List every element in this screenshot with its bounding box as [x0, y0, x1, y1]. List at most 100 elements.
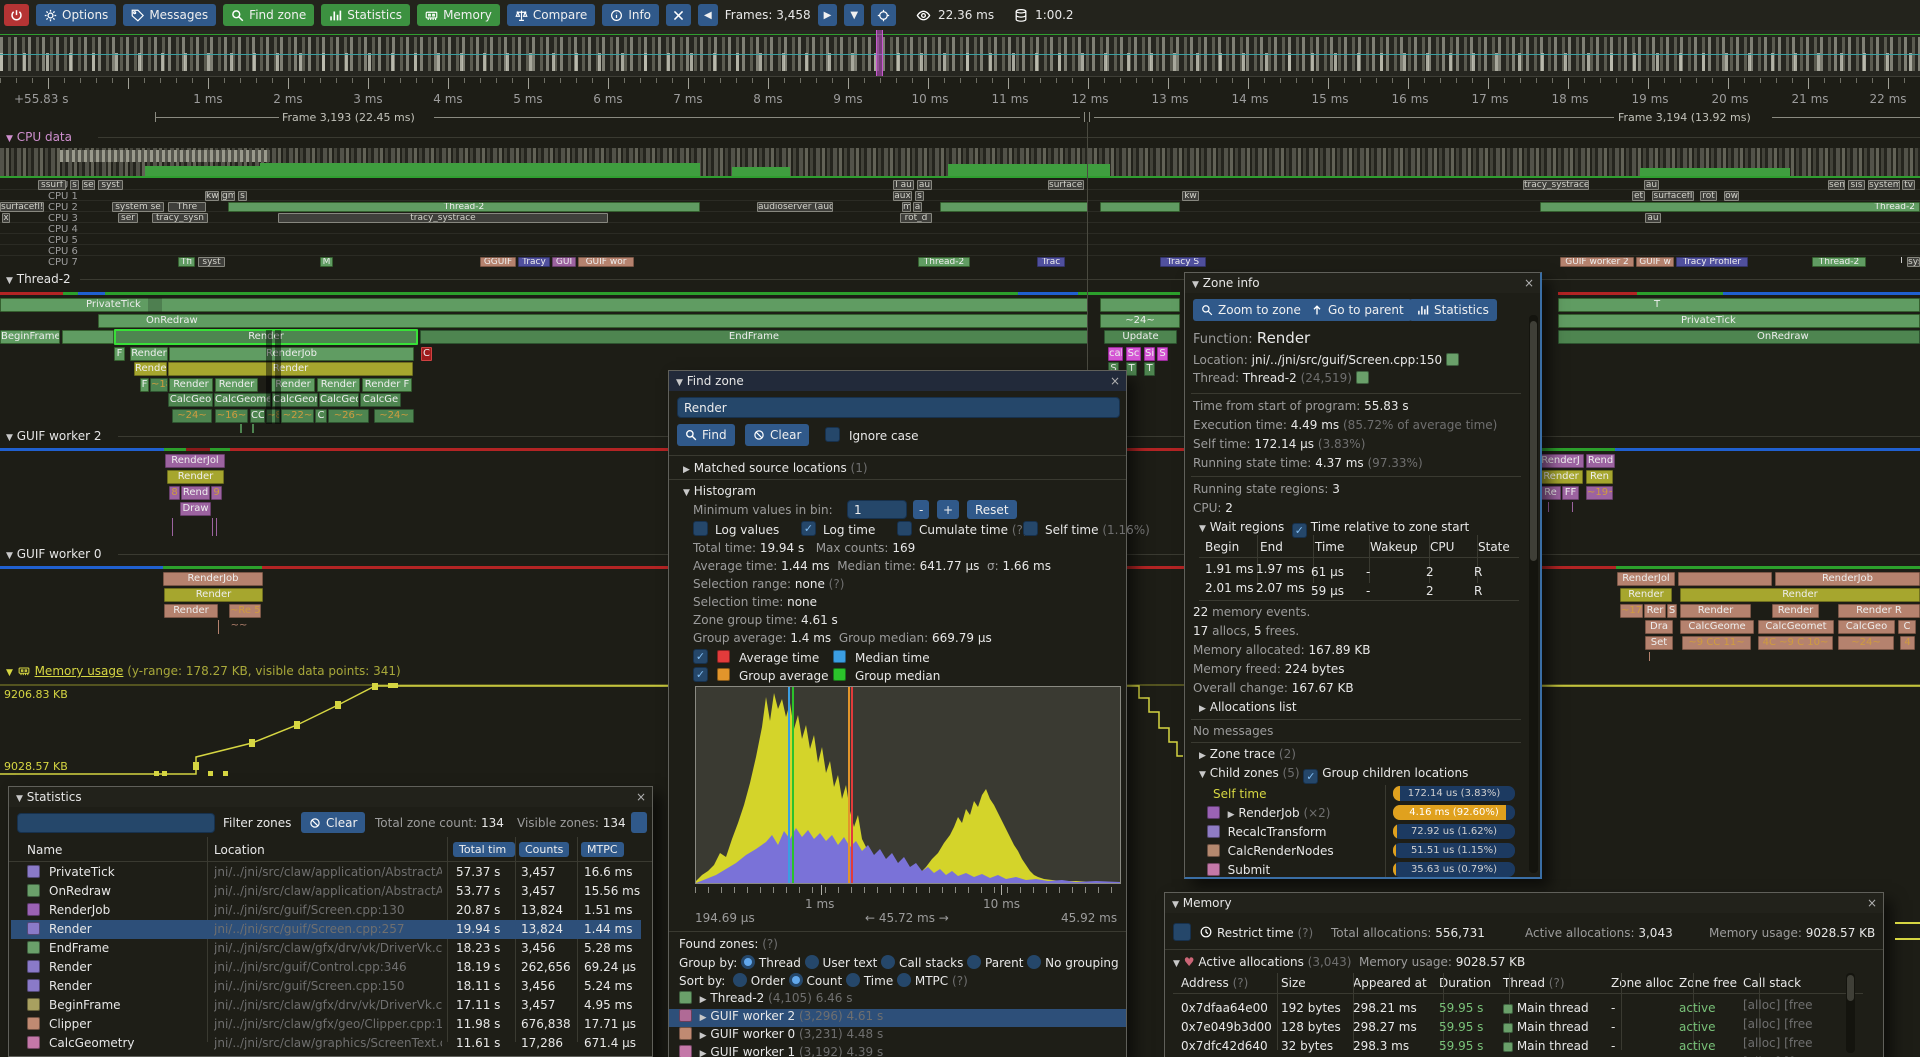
- cpu-zone[interactable]: sis: [1848, 180, 1865, 190]
- zone-magenta[interactable]: call: [1108, 347, 1123, 361]
- cpu-zone[interactable]: x: [2, 213, 10, 223]
- cpu-zone[interactable]: kw: [1182, 191, 1199, 201]
- zone-info-scrollbar[interactable]: [1529, 315, 1538, 873]
- cpu-zone[interactable]: [940, 202, 1088, 212]
- zone-render[interactable]: Render: [271, 378, 315, 392]
- group-thread-radio[interactable]: [741, 955, 756, 969]
- reset-button[interactable]: Reset: [967, 500, 1017, 519]
- stats-row-selected[interactable]: Render jni/../jni/src/guif/Screen.cpp:257…: [9, 922, 652, 941]
- zone-renderjob[interactable]: RenderJob: [163, 572, 263, 586]
- cpu-zone[interactable]: tracy_systrace: [1523, 180, 1589, 190]
- zone-update[interactable]: ~24~: [1100, 314, 1180, 328]
- zone-render[interactable]: OnRedraw: [1558, 330, 1920, 344]
- stats-row[interactable]: Clipper jni/../jni/src/claw/gfx/geo/Clipp…: [9, 1017, 652, 1036]
- close-icon[interactable]: ×: [635, 790, 646, 804]
- cpu-zone[interactable]: au: [917, 180, 932, 190]
- frame-overview[interactable]: [0, 30, 1920, 77]
- zone-draw[interactable]: Dra: [1645, 620, 1673, 634]
- zone-collapsed[interactable]: ~17~: [1620, 604, 1643, 618]
- cpu-zone[interactable]: s: [915, 191, 924, 201]
- stats-row[interactable]: BeginFrame jni/../jni/src/claw/gfx/drv/vk…: [9, 998, 652, 1017]
- cpu-zone[interactable]: Thread-2: [228, 202, 700, 212]
- cpu-zone[interactable]: ssurf: [38, 180, 66, 190]
- zone-small[interactable]: F: [114, 347, 125, 361]
- cpu-zone[interactable]: Trac: [1037, 257, 1065, 267]
- statistics-title[interactable]: ▼ Statistics: [9, 787, 652, 807]
- options-button[interactable]: Options: [36, 4, 117, 26]
- found-thread-row[interactable]: ▶ GUIF worker 1 (3,192) 4.39 s: [669, 1045, 1126, 1057]
- zone-render[interactable]: Render: [1680, 604, 1751, 618]
- statistics-button[interactable]: Statistics: [321, 4, 411, 26]
- avg-time-checkbox[interactable]: [693, 649, 708, 664]
- memory-panel[interactable]: ▼ Memory × Restrict time (?) Total alloc…: [1164, 892, 1884, 1057]
- close-icon[interactable]: ×: [1523, 276, 1534, 290]
- zoom-to-zone-button[interactable]: Zoom to zone: [1193, 299, 1309, 321]
- zone-render[interactable]: Rend: [181, 486, 210, 500]
- relative-time-checkbox[interactable]: [1291, 523, 1307, 538]
- zone-collapsed[interactable]: ~24~: [1838, 636, 1894, 650]
- cpu-zone[interactable]: m: [902, 202, 911, 212]
- zone-collapsed[interactable]: ~26~: [328, 409, 369, 423]
- zone-calcgeometry[interactable]: CalcGeo: [319, 393, 359, 407]
- found-thread-row[interactable]: ▶ GUIF worker 0 (3,231) 4.48 s: [669, 1027, 1126, 1045]
- zone-collapsed[interactable]: ~18~: [150, 378, 168, 392]
- find-zone-panel[interactable]: ▼ Find zone × Find Clear Ignore case ▶ M…: [668, 370, 1150, 1057]
- bin-minus-button[interactable]: -: [913, 500, 930, 519]
- find-zone-search-input[interactable]: [677, 397, 1120, 418]
- zone-small[interactable]: F: [140, 378, 149, 392]
- child-zone-bar[interactable]: 72.92 us (1.62%): [1393, 824, 1515, 839]
- matched-source-locations[interactable]: ▶ Matched source locations (1): [683, 461, 868, 475]
- zone-renderjob[interactable]: Rend: [1586, 454, 1615, 468]
- child-zones-row[interactable]: ▼ Child zones (5) Group children locatio…: [1199, 766, 1468, 784]
- guif-worker2-header[interactable]: ▼ GUIF worker 2: [6, 429, 102, 443]
- cpu-zone[interactable]: rot_d: [900, 213, 932, 223]
- group-children-checkbox[interactable]: [1303, 769, 1319, 784]
- zone-filler[interactable]: [62, 330, 114, 344]
- allocation-row[interactable]: 0x7dfaa64e00 192 bytes 298.21 ms 59.95 s Ma…: [1181, 998, 1813, 1015]
- cpu-zone[interactable]: Tracy: [518, 257, 550, 267]
- statistics-panel[interactable]: ▼ Statistics × Filter zones Clear Total …: [8, 786, 653, 1057]
- zone-collapsed[interactable]: ~Re 5: [229, 604, 261, 618]
- close-icon[interactable]: ×: [1866, 896, 1877, 910]
- zone-onredraw[interactable]: OnRedraw: [98, 314, 1088, 328]
- zone-calcgeometry[interactable]: CalcGeomet: [1758, 620, 1834, 634]
- child-zone-bar[interactable]: 35.63 us (0.79%): [1393, 862, 1515, 877]
- cpu-zone[interactable]: Tracy S: [1160, 257, 1206, 267]
- stats-row[interactable]: EndFrame jni/../jni/src/claw/gfx/drv/vk/D…: [9, 941, 652, 960]
- frame-label[interactable]: Frame 3,194 (13.92 ms): [1618, 111, 1751, 124]
- zone-collapsed[interactable]: ~19~: [1586, 486, 1613, 500]
- cpu-zone[interactable]: l au: [893, 180, 914, 190]
- log-time-checkbox[interactable]: [801, 521, 816, 536]
- cpu-zone[interactable]: kw: [205, 191, 219, 201]
- child-zone-row[interactable]: RecalcTransform: [1207, 825, 1326, 839]
- zone-collapsed[interactable]: ~16~: [215, 409, 248, 423]
- child-zone-row[interactable]: ▶ RenderJob (×2): [1207, 806, 1331, 820]
- compare-button[interactable]: Compare: [506, 4, 596, 26]
- child-zone-bar[interactable]: 4.16 ms (92.60%): [1393, 805, 1515, 820]
- tools-button[interactable]: [666, 4, 692, 26]
- zone-collapsed[interactable]: ~9 CC 11~: [1682, 636, 1751, 650]
- cpu-zone[interactable]: syst: [98, 180, 123, 190]
- cpu-zone[interactable]: GUIF wor: [578, 257, 634, 267]
- zone-render[interactable]: Render R: [1838, 604, 1920, 618]
- zone-render[interactable]: Render F: [362, 378, 412, 392]
- zone-collapsed[interactable]: 9: [211, 486, 222, 500]
- zone-update-parent[interactable]: [1100, 298, 1180, 312]
- bin-plus-button[interactable]: +: [937, 500, 960, 519]
- found-thread-row-selected[interactable]: ▶ GUIF worker 2 (3,296) 4.61 s: [669, 1009, 1126, 1027]
- zone-info-title[interactable]: ▼ Zone info: [1185, 273, 1540, 293]
- info-button[interactable]: Info: [602, 4, 660, 26]
- cpu-zone[interactable]: sen: [1828, 180, 1845, 190]
- child-zone-row[interactable]: CalcRenderNodes: [1207, 844, 1334, 858]
- found-thread-row[interactable]: ▶ Thread-2 (4,105) 6.46 s: [669, 991, 1126, 1009]
- cpu-zone[interactable]: a: [913, 202, 922, 212]
- wait-row[interactable]: 1.91 ms 1.97 ms 61 µs -2 R: [1205, 562, 1483, 579]
- zone-collapsed[interactable]: ~24~: [172, 409, 212, 423]
- zone-collapsed[interactable]: ~24~: [374, 409, 414, 423]
- zone-renderjob[interactable]: RenderJol: [1617, 572, 1675, 586]
- zone-collapsed[interactable]: ~22~: [281, 409, 314, 423]
- zone-collapsed[interactable]: 4C ~9 C 10~: [1758, 636, 1833, 650]
- zone-render-yellow[interactable]: Rende: [134, 362, 167, 376]
- next-frame-button[interactable]: ▶: [817, 4, 838, 26]
- stats-row[interactable]: RenderJob jni/../jni/src/guif/Screen.cpp:…: [9, 903, 652, 922]
